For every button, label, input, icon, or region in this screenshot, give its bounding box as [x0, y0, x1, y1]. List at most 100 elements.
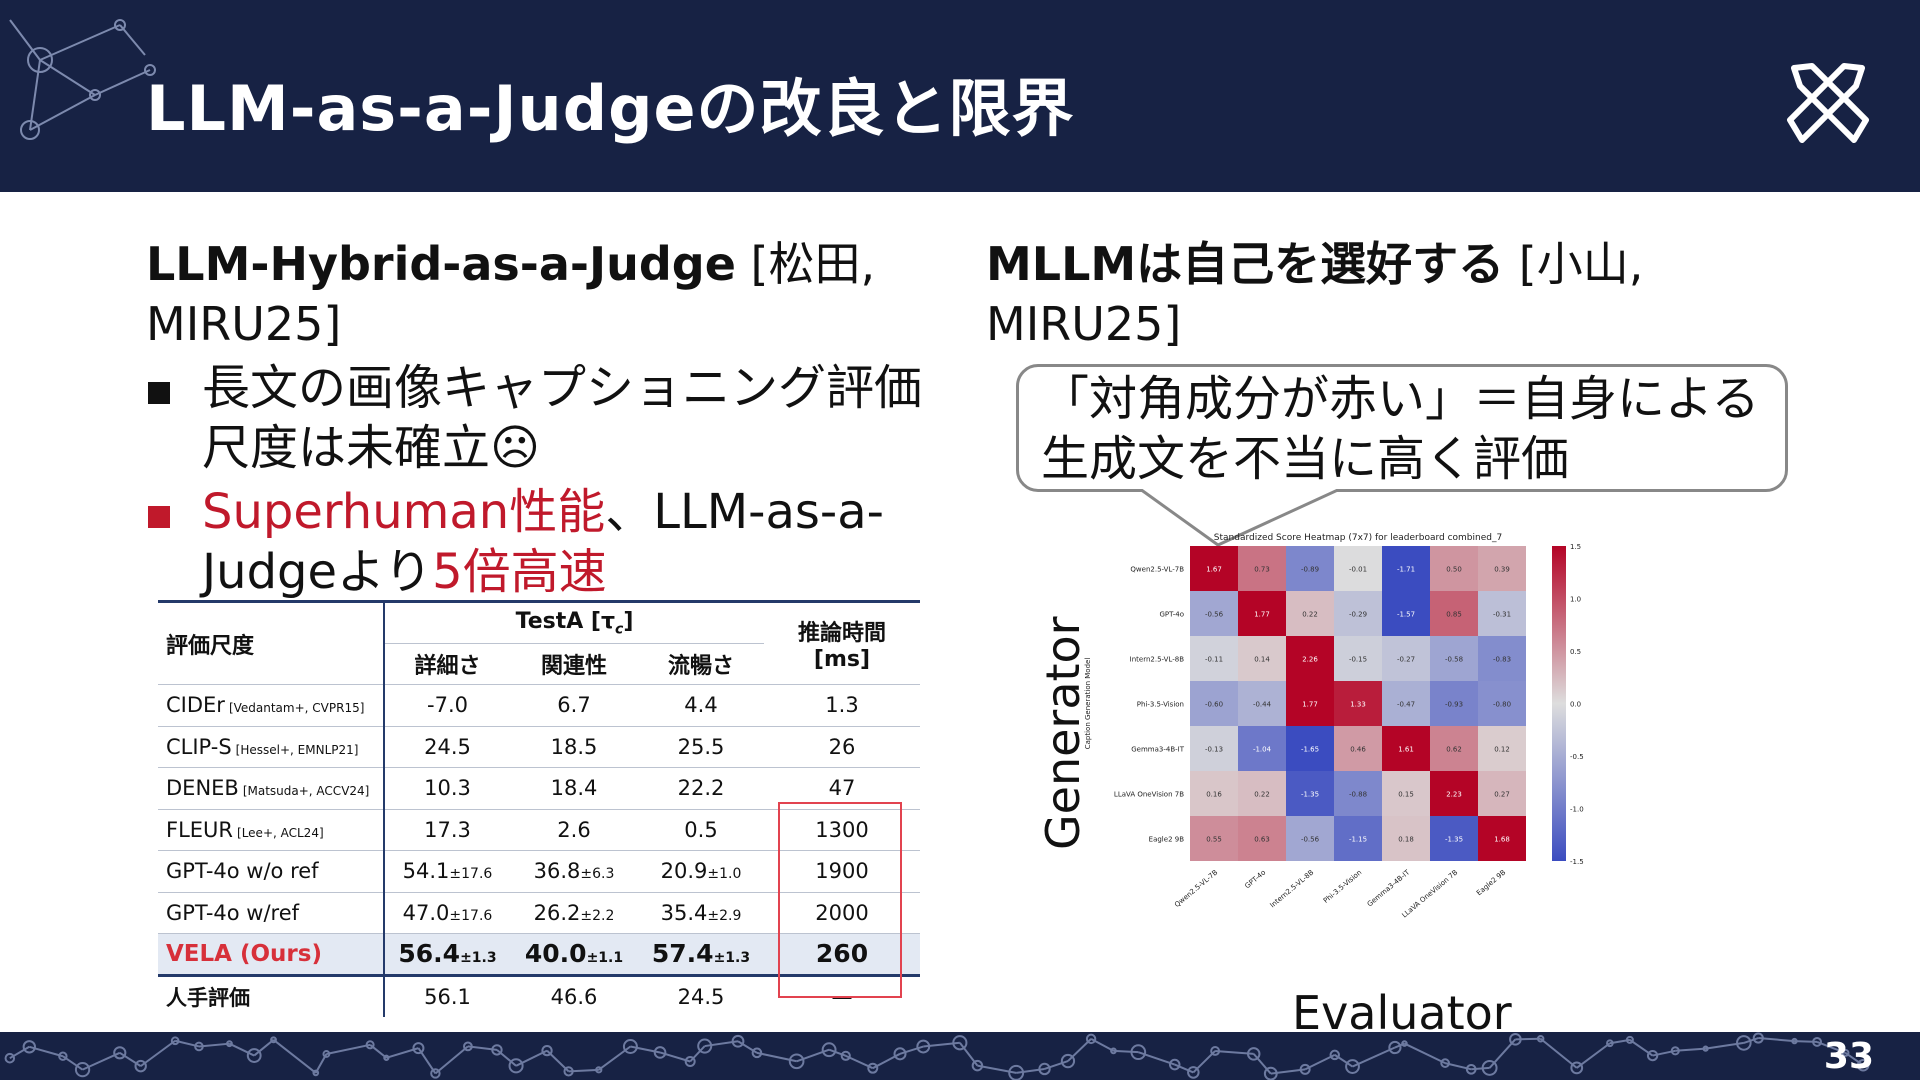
header-time: 推論時間 [ms]	[764, 600, 920, 685]
highlight-box	[778, 802, 902, 998]
bullet-red-text: Superhuman性能	[202, 484, 606, 540]
table-row-vela: VELA (Ours) 56.4±1.3 40.0±1.1 57.4±1.3 2…	[158, 933, 920, 977]
cell-detail: 47.0±17.6	[384, 892, 510, 934]
column-tick-label: Qwen2.5-VL-7B	[1173, 868, 1219, 909]
cell-relevance: 6.7	[510, 684, 638, 727]
cell-value-label: 1.68	[1494, 836, 1510, 844]
cell-value-label: 1.33	[1350, 701, 1366, 709]
heatmap-cell	[1238, 771, 1286, 816]
slide-footer	[0, 1032, 1920, 1080]
cell-value-label: -1.71	[1397, 566, 1415, 574]
slide-header: LLM-as-a-Judgeの改良と限界	[0, 0, 1920, 192]
cell-relevance: 18.4	[510, 767, 638, 810]
header-fluency: 流暢さ	[638, 643, 764, 685]
bullet-item: 長文の画像キャプショニング評価尺度は未確立☹	[146, 358, 926, 478]
cell-time: 260	[764, 933, 920, 977]
heatmap-cell	[1286, 816, 1334, 861]
cell-value-label: -1.35	[1301, 791, 1319, 799]
heatmap-cell	[1382, 546, 1430, 591]
cell-value-label: 0.16	[1206, 791, 1222, 799]
cell-value-label: 1.77	[1302, 701, 1318, 709]
colorbar-tick-label: -1.5	[1570, 858, 1584, 866]
bullet-red-text-2: 5倍高速	[432, 544, 607, 600]
cell-detail: 24.5	[384, 726, 510, 768]
header-relevance: 関連性	[510, 643, 638, 685]
heatmap-cell	[1286, 636, 1334, 681]
cell-value-label: 0.55	[1206, 836, 1222, 844]
heatmap-cell	[1238, 546, 1286, 591]
heatmap-cell	[1334, 636, 1382, 681]
cell-value-label: -0.56	[1301, 836, 1320, 844]
cell-fluency: 25.5	[638, 726, 764, 768]
heatmap-title: Standardized Score Heatmap (7x7) for lea…	[1214, 533, 1502, 543]
heatmap-cell	[1382, 591, 1430, 636]
colorbar-tick-label: -0.5	[1570, 753, 1584, 761]
heatmap-cell	[1478, 726, 1526, 771]
heatmap-cell	[1430, 591, 1478, 636]
cell-time: 2000	[764, 892, 920, 934]
heatmap-cell	[1190, 591, 1238, 636]
tools-logo-icon	[1787, 63, 1869, 143]
colorbar-tick-label: 1.0	[1570, 596, 1581, 604]
row-name: CLIP-S [Hessel+, EMNLP21]	[158, 726, 385, 768]
heatmap-cell	[1238, 816, 1286, 861]
bullet-square-icon	[148, 506, 170, 528]
heatmap-cell	[1430, 636, 1478, 681]
heatmap-cell	[1190, 636, 1238, 681]
heatmap-cell	[1190, 726, 1238, 771]
results-table: 評価尺度 TestA [τc] 推論時間 [ms] 詳細さ 関連性 流暢さ CID…	[158, 600, 920, 1017]
cell-value-label: -1.35	[1445, 836, 1463, 844]
row-tick-label: Eagle2 9B	[1149, 836, 1185, 844]
row-name: GPT-4o w/o ref	[158, 850, 385, 893]
table-row-human: 人手評価 56.1 46.6 24.5 —	[158, 975, 920, 1017]
bullet-text: 、LLM-as-a-Judgeより	[202, 484, 884, 600]
bullet-square-icon	[148, 382, 170, 404]
bullet-item-highlight: Superhuman性能、LLM-as-a-Judgeより5倍高速	[146, 482, 926, 602]
cell-fluency: 0.5	[638, 809, 764, 851]
heatmap-cell	[1286, 771, 1334, 816]
cell-fluency: 4.4	[638, 684, 764, 727]
cell-value-label: -0.44	[1253, 701, 1272, 709]
table-row: GPT-4o w/ref 47.0±17.6 26.2±2.2 35.4±2.9 200…	[158, 892, 920, 934]
header-testa: TestA [τc]	[384, 600, 764, 644]
column-tick-label: Eagle2 9B	[1475, 868, 1507, 897]
cell-value-label: -0.83	[1493, 656, 1511, 664]
cell-value-label: -1.15	[1349, 836, 1367, 844]
cell-value-label: 0.15	[1398, 791, 1414, 799]
cell-value-label: -0.15	[1349, 656, 1367, 664]
left-heading-title: LLM-Hybrid-as-a-Judge	[146, 237, 736, 291]
heatmap-cell	[1334, 771, 1382, 816]
heatmap-cell	[1238, 591, 1286, 636]
heatmap-cell	[1190, 816, 1238, 861]
heatmap-cell	[1286, 591, 1334, 636]
cell-value-label: 0.14	[1254, 656, 1270, 664]
cell-value-label: 0.73	[1254, 566, 1270, 574]
heatmap-cell	[1478, 636, 1526, 681]
cell-value-label: -0.58	[1445, 656, 1463, 664]
heatmap-cell	[1478, 546, 1526, 591]
cell-value-label: -0.89	[1301, 566, 1319, 574]
row-name: FLEUR [Lee+, ACL24]	[158, 809, 385, 851]
cell-relevance: 36.8±6.3	[510, 850, 638, 893]
heatmap-cell	[1334, 591, 1382, 636]
row-name: DENEB [Matsuda+, ACCV24]	[158, 767, 385, 810]
cell-value-label: -0.13	[1205, 746, 1223, 754]
heatmap-cell	[1478, 591, 1526, 636]
cell-detail: -7.0	[384, 684, 510, 727]
cell-value-label: 2.23	[1446, 791, 1462, 799]
cell-value-label: -0.11	[1205, 656, 1223, 664]
cell-value-label: 0.50	[1446, 566, 1462, 574]
heatmap-cell	[1430, 546, 1478, 591]
cell-detail: 54.1±17.6	[384, 850, 510, 893]
cell-fluency: 22.2	[638, 767, 764, 810]
cell-value-label: 0.46	[1350, 746, 1366, 754]
colorbar-tick-label: 1.5	[1570, 543, 1581, 551]
cell-value-label: 1.61	[1398, 746, 1414, 754]
cell-relevance: 40.0±1.1	[510, 933, 638, 977]
heatmap-cell	[1430, 726, 1478, 771]
colorbar-tick-label: 0.0	[1570, 701, 1581, 709]
cell-value-label: -0.27	[1397, 656, 1415, 664]
cell-value-label: -0.01	[1349, 566, 1367, 574]
cell-value-label: -1.04	[1253, 746, 1272, 754]
cell-value-label: 0.12	[1494, 746, 1510, 754]
